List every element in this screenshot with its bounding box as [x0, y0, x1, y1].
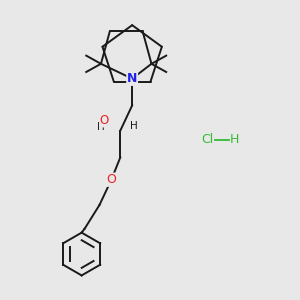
Text: Cl: Cl	[202, 133, 214, 146]
Text: O: O	[99, 114, 109, 127]
Text: H: H	[97, 122, 105, 132]
Text: N: N	[127, 72, 137, 85]
Text: O: O	[106, 173, 116, 186]
Text: H: H	[130, 121, 137, 131]
Text: H: H	[230, 133, 240, 146]
